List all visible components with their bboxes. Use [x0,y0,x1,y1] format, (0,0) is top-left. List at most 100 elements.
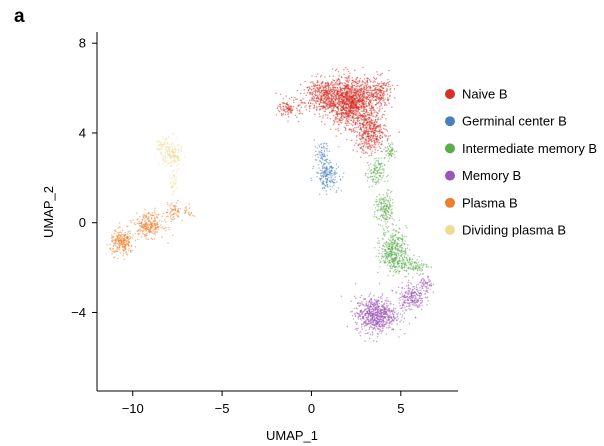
data-point [319,193,321,195]
data-point [368,186,371,188]
data-point [145,216,147,218]
data-point [342,105,345,108]
data-point [374,304,377,306]
data-point [322,154,324,157]
data-point [359,296,361,299]
data-point [381,202,384,205]
data-point [340,75,343,78]
data-point [409,309,411,311]
data-point [137,230,140,232]
data-point [356,119,358,122]
data-point [383,262,386,264]
scatter-points [106,66,435,343]
data-point [365,300,368,303]
data-point [365,142,368,144]
data-point [405,257,408,259]
data-point [339,105,342,107]
data-point [310,179,313,182]
data-point [357,144,359,146]
data-point [425,290,428,292]
data-point [407,281,409,283]
data-point [386,140,388,142]
data-point [339,89,342,91]
data-point [327,168,329,171]
data-point [378,240,380,242]
data-point [362,145,365,148]
data-point [378,305,380,308]
data-point [389,217,391,219]
data-point [346,325,349,328]
data-point [117,257,119,260]
data-point [320,120,323,123]
data-point [305,108,308,111]
data-point [369,120,371,122]
data-point [364,130,366,133]
data-point [168,228,171,231]
data-point [374,116,377,118]
data-point [373,89,376,92]
data-point [361,300,363,303]
data-point [122,243,124,245]
data-point [351,310,353,313]
data-point [365,136,368,139]
data-point [375,311,378,314]
data-point [367,302,370,304]
data-point [365,119,368,122]
data-point [333,174,335,176]
data-point [150,224,153,226]
data-point [330,82,333,84]
data-point [344,94,347,96]
data-point [332,100,335,102]
data-point [357,114,359,116]
data-point [320,83,323,85]
data-point [361,93,363,95]
data-point [398,254,400,257]
data-point [379,297,382,299]
data-point [427,275,429,278]
data-point [384,180,386,183]
data-point [310,177,312,179]
data-point [122,246,125,248]
data-point [419,264,421,266]
data-point [386,221,389,223]
data-point [322,171,324,174]
data-point [354,312,357,315]
data-point [303,102,305,104]
data-point [321,187,324,190]
data-point [400,249,403,252]
data-point [342,118,344,121]
data-point [337,108,340,111]
data-point [397,252,400,255]
data-point [379,318,382,321]
data-point [364,298,366,301]
data-point [398,271,400,273]
data-point [389,94,391,97]
data-point [353,100,355,103]
data-point [140,229,142,232]
data-point [381,225,384,227]
data-point [385,217,388,219]
data-point [338,88,340,91]
data-point [386,306,389,308]
data-point [353,93,355,95]
data-point [341,89,344,92]
data-point [389,134,391,137]
data-point [149,214,152,216]
data-point [378,242,380,245]
data-point [372,315,375,318]
data-point [339,96,341,99]
data-point [296,98,298,100]
data-point [405,275,408,278]
data-point [378,252,380,254]
data-point [432,291,435,293]
data-point [160,224,162,226]
data-point [333,84,335,87]
data-point [348,80,351,82]
data-point [380,214,383,217]
data-point [325,168,327,171]
data-point [323,149,326,152]
data-point [334,81,337,84]
data-point [276,107,279,110]
data-point [401,262,403,265]
data-point [410,265,412,267]
